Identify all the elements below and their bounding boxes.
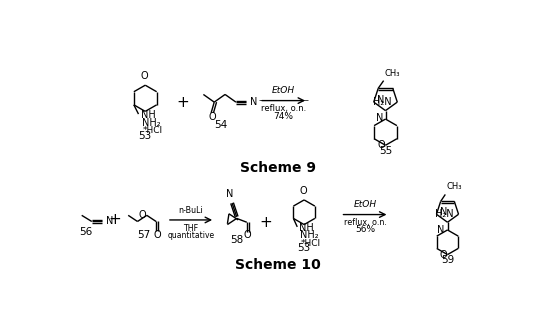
Text: +: +	[259, 215, 272, 230]
Text: NH₂: NH₂	[300, 230, 319, 240]
Text: THF: THF	[183, 224, 198, 233]
Text: Scheme 10: Scheme 10	[235, 258, 321, 272]
Text: 53: 53	[139, 131, 152, 141]
Text: 58: 58	[230, 235, 243, 245]
Text: 59: 59	[441, 255, 454, 265]
Text: 57: 57	[137, 230, 150, 240]
Text: N: N	[437, 225, 444, 235]
Text: O: O	[141, 72, 149, 81]
Text: *HCl: *HCl	[300, 239, 320, 248]
Text: O: O	[138, 210, 146, 220]
Text: +: +	[176, 96, 189, 111]
Text: +: +	[108, 213, 121, 228]
Text: O: O	[244, 229, 251, 240]
Text: EtOH: EtOH	[353, 200, 377, 209]
Text: N: N	[440, 207, 447, 217]
Text: N: N	[250, 97, 257, 107]
Text: n-BuLi: n-BuLi	[179, 205, 203, 214]
Text: 54: 54	[215, 120, 228, 130]
Text: 56: 56	[79, 227, 92, 237]
Text: NH: NH	[141, 110, 156, 120]
Text: reflux, o.n.: reflux, o.n.	[261, 104, 306, 113]
Text: Scheme 9: Scheme 9	[240, 161, 316, 175]
Text: H₂N: H₂N	[435, 209, 453, 219]
Text: CH₃: CH₃	[384, 69, 400, 78]
Text: N: N	[106, 216, 113, 227]
Text: N: N	[226, 189, 234, 199]
Text: O: O	[300, 186, 307, 196]
Text: 74%: 74%	[274, 112, 294, 121]
Text: O: O	[208, 112, 216, 122]
Text: 55: 55	[379, 147, 392, 156]
Text: CH₃: CH₃	[446, 182, 462, 191]
Text: H₂N: H₂N	[373, 97, 392, 107]
Text: NH₂: NH₂	[143, 118, 161, 127]
Text: 56%: 56%	[355, 225, 375, 234]
Text: NH: NH	[299, 223, 314, 233]
Text: *HCl: *HCl	[143, 126, 163, 135]
Text: N: N	[376, 113, 383, 123]
Text: 53: 53	[298, 243, 311, 253]
Text: quantitative: quantitative	[167, 231, 215, 240]
Text: O: O	[153, 229, 160, 240]
Text: N: N	[377, 95, 384, 105]
Text: O: O	[377, 140, 385, 150]
Text: EtOH: EtOH	[272, 86, 295, 95]
Text: reflux, o.n.: reflux, o.n.	[344, 218, 386, 227]
Text: O: O	[440, 250, 448, 260]
